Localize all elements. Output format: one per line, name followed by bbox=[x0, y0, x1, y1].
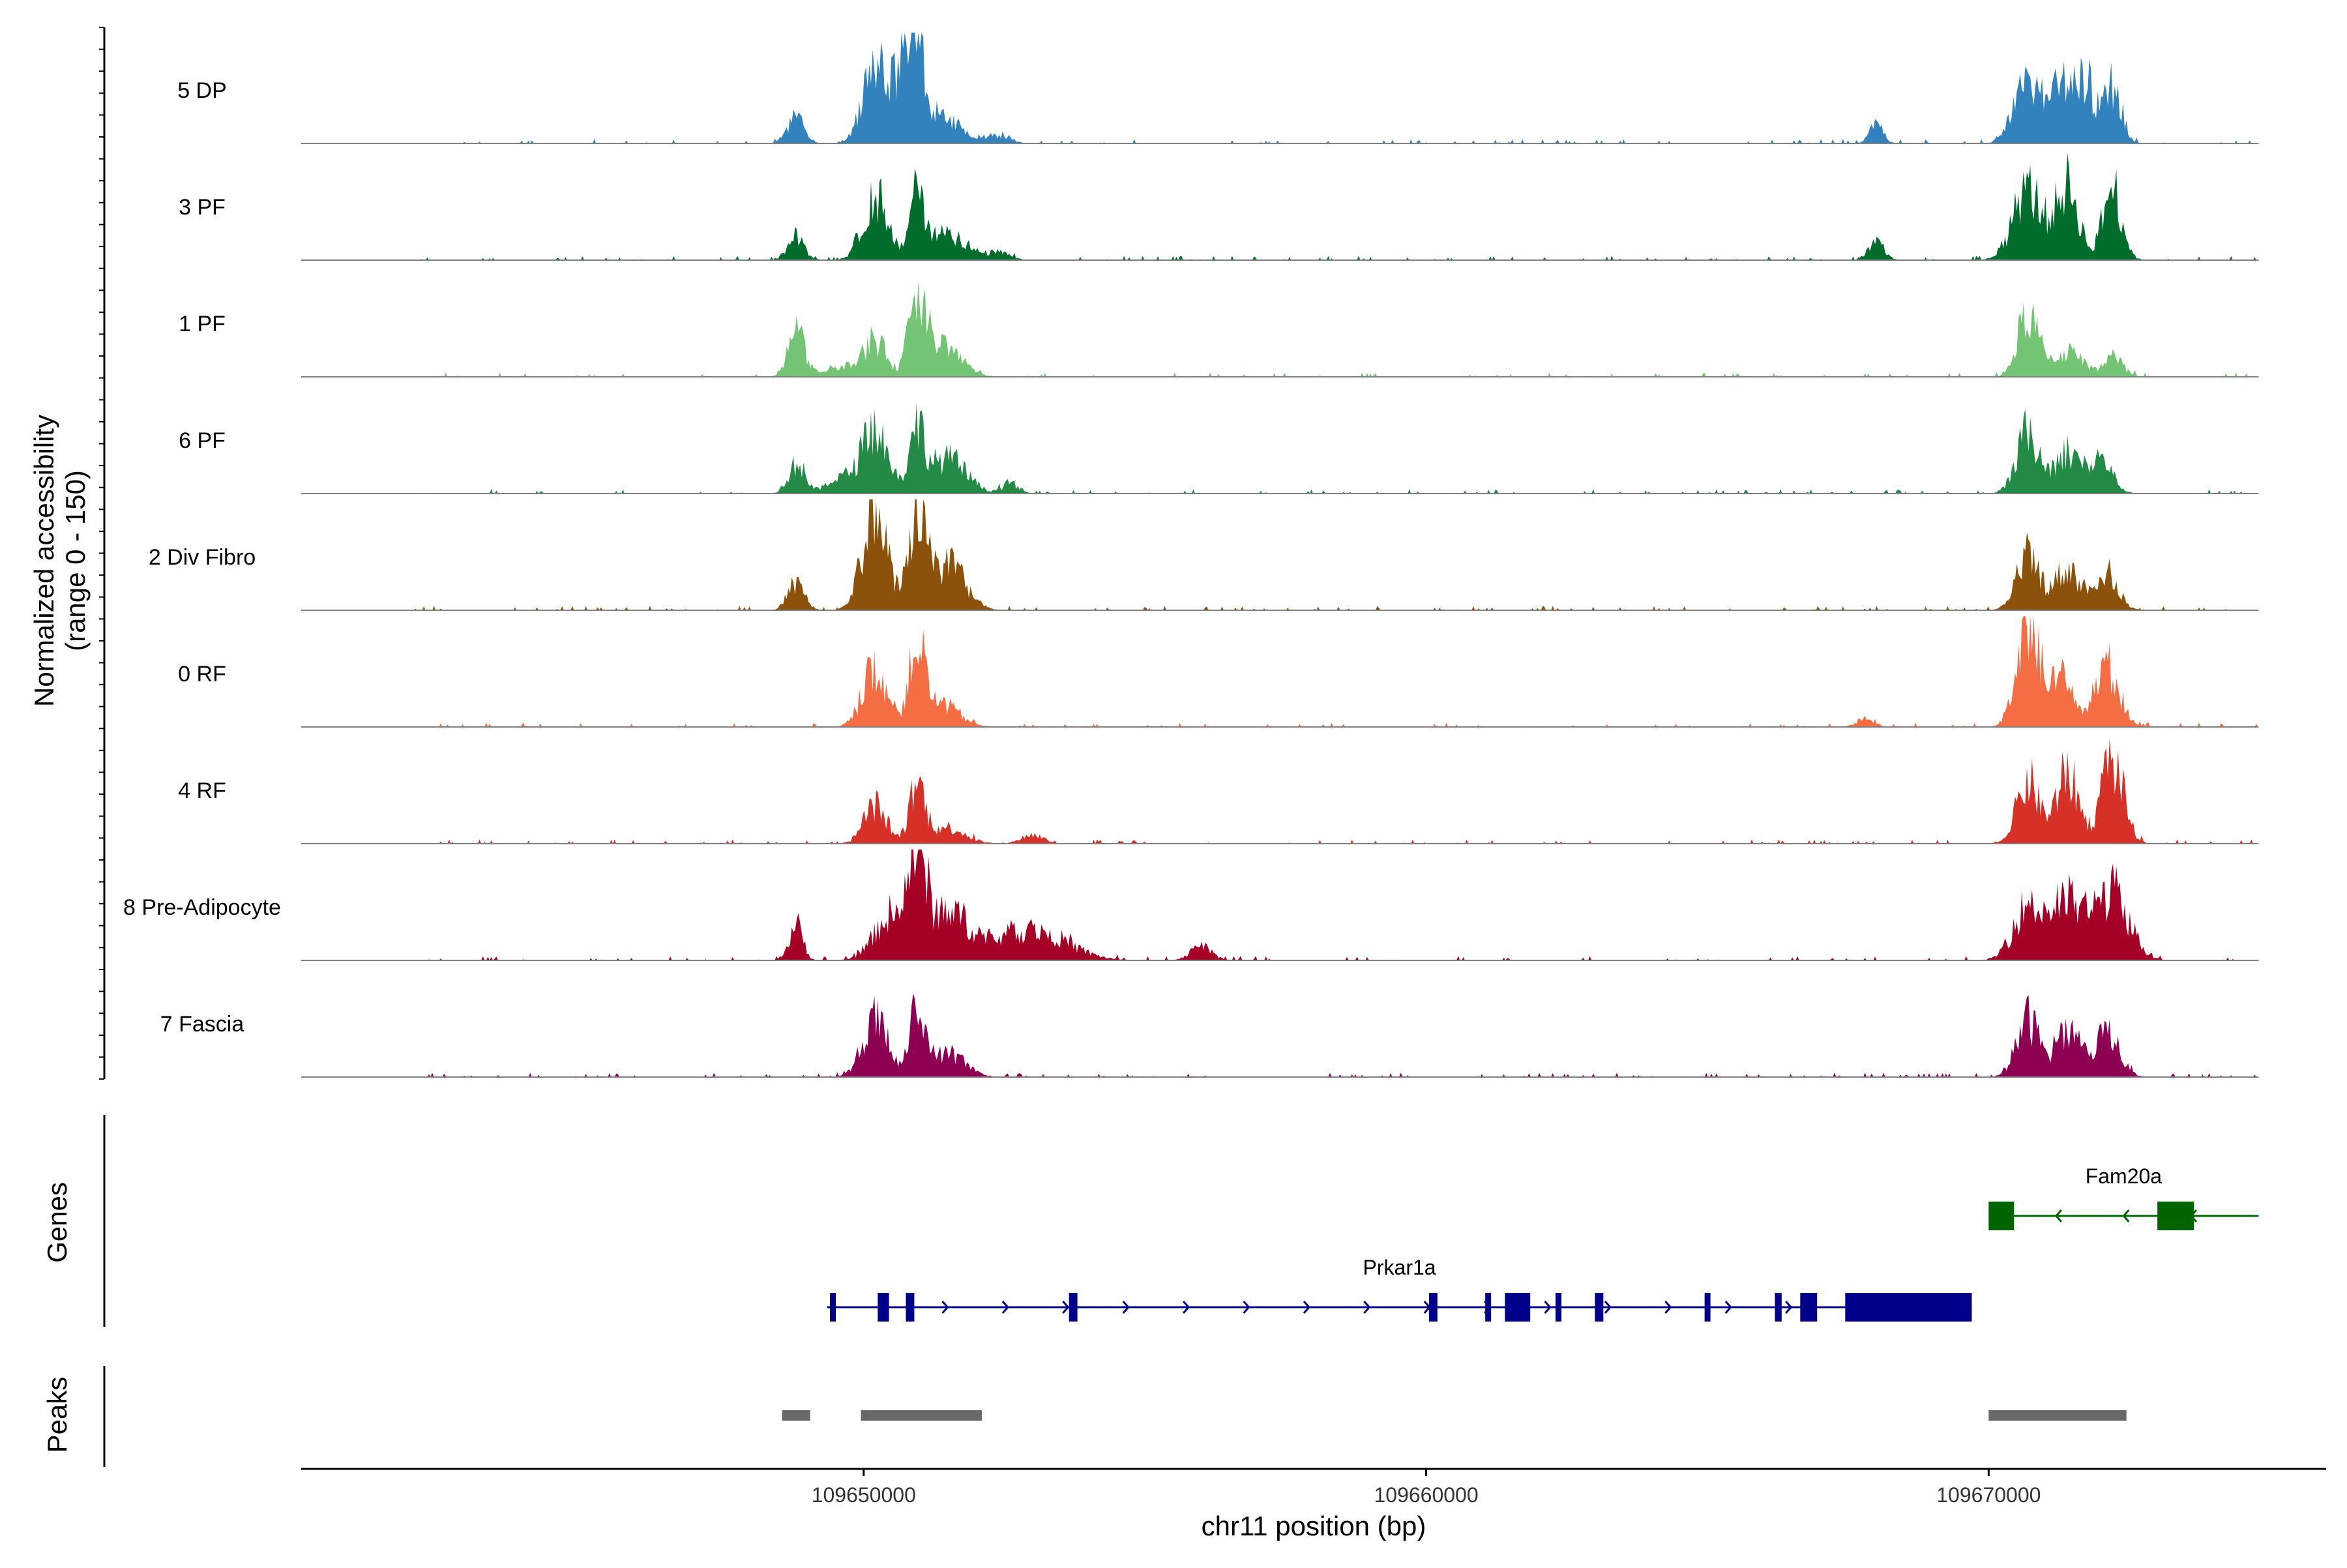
coverage-area bbox=[413, 850, 2259, 960]
x-axis-title: chr11 position (bp) bbox=[1202, 1511, 1426, 1541]
strand-chevron bbox=[1363, 1301, 1371, 1314]
y-axis-title-coverage-line1: Normalized accessibility bbox=[29, 415, 59, 707]
coverage-track-label: 0 RF bbox=[178, 662, 226, 687]
gene-exon bbox=[1704, 1293, 1711, 1322]
strand-chevron bbox=[1724, 1301, 1732, 1314]
coverage-track: 5 DP bbox=[177, 33, 2259, 144]
coverage-track-label: 2 Div Fibro bbox=[149, 545, 256, 570]
coverage-area bbox=[413, 993, 2259, 1077]
coverage-area bbox=[413, 280, 2259, 377]
gene-exon bbox=[878, 1293, 889, 1322]
y-axis-title-coverage-line2: (range 0 - 150) bbox=[60, 470, 91, 651]
coverage-area bbox=[413, 616, 2259, 727]
gene-name-label: Prkar1a bbox=[1363, 1256, 1436, 1279]
coverage-track: 0 RF bbox=[178, 616, 2259, 728]
coverage-track-label: 4 RF bbox=[178, 778, 226, 803]
coverage-track-label: 3 PF bbox=[179, 195, 226, 220]
strand-chevron bbox=[2122, 1209, 2130, 1222]
peaks-track bbox=[782, 1410, 2127, 1421]
gene-exon bbox=[1428, 1293, 1438, 1322]
peak-region bbox=[861, 1410, 982, 1421]
coverage-track: 3 PF bbox=[179, 153, 2259, 261]
strand-chevron bbox=[1664, 1301, 1672, 1314]
coverage-area bbox=[413, 499, 2259, 610]
coverage-track: 8 Pre-Adipocyte bbox=[123, 850, 2259, 961]
coverage-track-label: 7 Fascia bbox=[160, 1012, 244, 1037]
gene-model: Fam20a bbox=[1988, 1164, 2259, 1230]
gene-exon bbox=[906, 1293, 915, 1322]
coverage-track-label: 8 Pre-Adipocyte bbox=[123, 895, 281, 920]
coverage-area bbox=[413, 402, 2259, 494]
coverage-area bbox=[413, 739, 2259, 844]
gene-exon bbox=[1485, 1293, 1492, 1322]
gene-exon bbox=[830, 1293, 836, 1322]
coverage-area bbox=[413, 33, 2259, 143]
strand-chevron bbox=[1001, 1301, 1009, 1314]
genes-track: Prkar1a Fam20a bbox=[827, 1164, 2259, 1322]
strand-chevron bbox=[2054, 1209, 2062, 1222]
coverage-track: 4 RF bbox=[178, 739, 2259, 844]
coverage-track-label: 5 DP bbox=[177, 78, 227, 103]
gene-exon bbox=[1845, 1293, 1972, 1322]
x-axis-tick-label: 109660000 bbox=[1374, 1483, 1478, 1507]
strand-chevron bbox=[1604, 1301, 1612, 1314]
peak-region bbox=[782, 1410, 810, 1421]
gene-model: Prkar1a bbox=[827, 1256, 1972, 1322]
coverage-track: 1 PF bbox=[179, 280, 2259, 377]
strand-chevron bbox=[1183, 1301, 1190, 1314]
strand-chevron bbox=[941, 1301, 949, 1314]
gene-exon bbox=[1069, 1293, 1078, 1322]
strand-chevron bbox=[1303, 1301, 1310, 1314]
gene-name-label: Fam20a bbox=[2086, 1164, 2162, 1188]
strand-chevron bbox=[1062, 1301, 1070, 1314]
coverage-track: 7 Fascia bbox=[160, 993, 2259, 1078]
strand-chevron bbox=[1544, 1301, 1552, 1314]
strand-chevron bbox=[1122, 1301, 1130, 1314]
strand-chevron bbox=[1243, 1301, 1250, 1314]
gene-exon bbox=[1775, 1293, 1782, 1322]
coverage-track: 6 PF bbox=[179, 402, 2259, 494]
x-axis: 109650000 109660000 109670000 bbox=[301, 1468, 2326, 1507]
gene-exon bbox=[2157, 1202, 2194, 1230]
strand-chevron bbox=[1785, 1301, 1793, 1314]
peak-region bbox=[1988, 1410, 2127, 1421]
coverage-track: 2 Div Fibro bbox=[149, 499, 2259, 611]
y-axis-title-genes: Genes bbox=[42, 1182, 72, 1263]
coverage-track-label: 6 PF bbox=[179, 428, 226, 453]
gene-exon bbox=[1800, 1293, 1818, 1322]
coverage-area bbox=[413, 153, 2259, 260]
gene-exon bbox=[1595, 1293, 1604, 1322]
gene-exon bbox=[1505, 1293, 1531, 1322]
x-axis-tick-label: 109650000 bbox=[812, 1483, 916, 1507]
y-axes bbox=[99, 27, 106, 1467]
gene-exon bbox=[1555, 1293, 1561, 1322]
coverage-tracks: 5 DP 3 PF 1 PF 6 PF 2 Div Fibro 0 RF 4 RF 8 Pre… bbox=[123, 33, 2259, 1078]
coverage-track-label: 1 PF bbox=[179, 312, 226, 336]
gene-exon bbox=[1988, 1202, 2015, 1230]
x-axis-tick-label: 109670000 bbox=[1936, 1483, 2041, 1507]
y-axis-title-peaks: Peaks bbox=[42, 1377, 72, 1453]
